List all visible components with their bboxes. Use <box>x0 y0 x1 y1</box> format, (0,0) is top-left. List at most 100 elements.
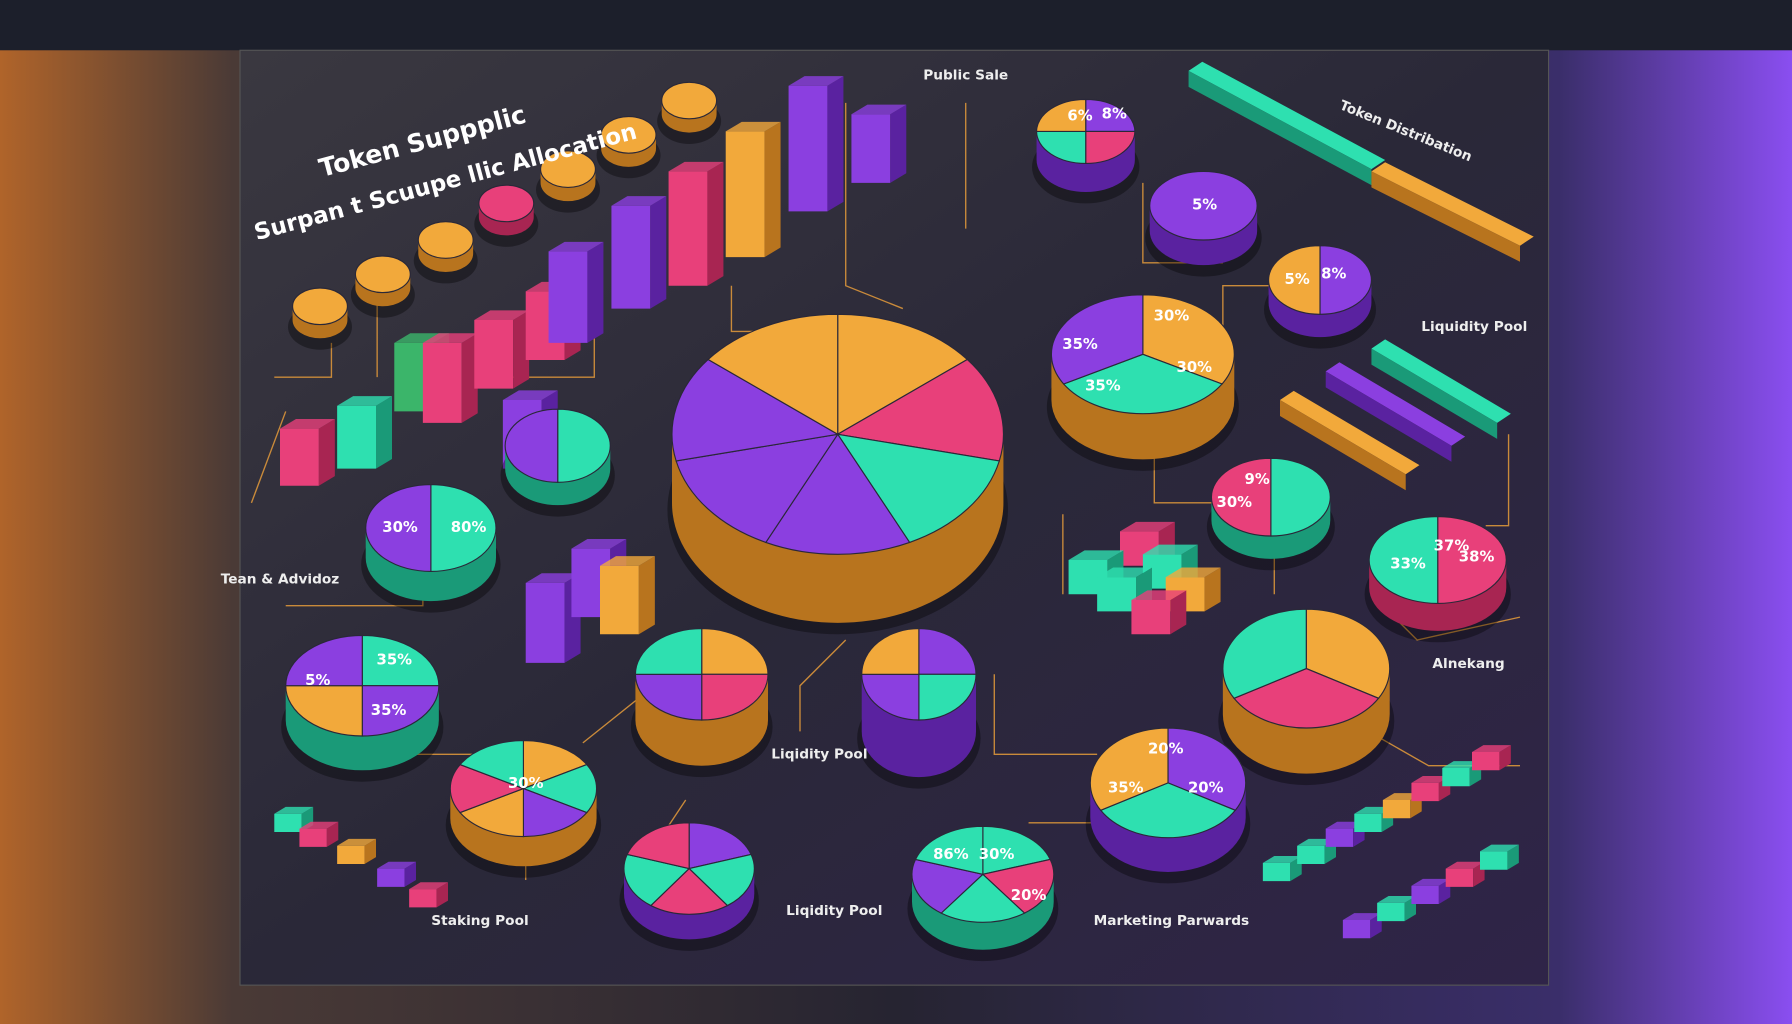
bar-front <box>422 342 462 423</box>
bar-top <box>1371 162 1534 246</box>
pie-slice <box>837 313 969 436</box>
bar-block <box>1472 745 1511 771</box>
bar-block <box>474 310 530 389</box>
bar-top <box>1120 521 1175 532</box>
horizontal-bar <box>1280 390 1420 491</box>
pie-chart <box>445 739 602 878</box>
pie-slice <box>861 627 920 675</box>
bar-top <box>1472 745 1511 752</box>
pie-slice <box>918 627 977 675</box>
bar-top <box>337 838 376 846</box>
pie-slice <box>1270 457 1331 537</box>
bar-block <box>409 882 448 908</box>
pie-slice <box>914 825 984 875</box>
horizontal-bar <box>1325 362 1466 462</box>
pie-slice <box>675 433 839 544</box>
percent-label: 30% <box>1217 493 1253 511</box>
percent-label: 35% <box>377 651 413 669</box>
pie-chart <box>907 825 1059 962</box>
pie-slice <box>522 787 588 838</box>
percent-label: 35% <box>1085 376 1121 394</box>
percent-label: 33% <box>1390 555 1426 573</box>
pie-chart <box>657 81 722 144</box>
bar-block <box>611 196 667 309</box>
bar-front <box>377 868 405 887</box>
bar-block <box>377 861 416 887</box>
bar-top <box>611 196 667 206</box>
bar-top <box>1377 896 1416 903</box>
bar-front <box>1342 920 1371 939</box>
bar-top <box>600 556 655 566</box>
bar-block <box>1342 913 1382 939</box>
bar-front <box>725 131 765 258</box>
bar-side <box>890 104 907 183</box>
bar-front <box>1262 862 1291 882</box>
bar-top <box>409 882 448 890</box>
pie-chart <box>630 627 773 778</box>
bar-side <box>376 396 392 469</box>
bar-front <box>851 114 891 183</box>
pie-chart <box>1206 457 1335 571</box>
bar-top <box>1280 390 1420 475</box>
bar-block <box>548 241 604 343</box>
percent-label: 30% <box>979 845 1015 863</box>
pie-slice <box>1233 667 1380 729</box>
bar-top <box>1480 844 1519 852</box>
pie-slice <box>292 287 349 326</box>
bar-block <box>788 76 844 212</box>
percent-label: 37% <box>1434 536 1470 554</box>
percent-label: 30% <box>1154 307 1190 325</box>
horizontal-bar <box>1371 339 1511 439</box>
pie-chart <box>281 634 444 782</box>
bar-side <box>638 556 655 635</box>
pie-slice <box>1050 294 1144 385</box>
bar-front <box>1442 768 1470 787</box>
bar-side <box>1507 844 1519 870</box>
pie-slice <box>671 358 840 462</box>
bar-side <box>436 882 448 908</box>
pie-slice <box>1099 782 1237 839</box>
bar-top <box>548 241 604 252</box>
pie-slice <box>1319 245 1372 315</box>
pie-chart <box>288 287 352 350</box>
bar-top <box>1131 590 1187 600</box>
bar-top <box>1442 761 1482 768</box>
percent-label: 8% <box>1102 104 1127 122</box>
bar-side <box>1499 745 1511 771</box>
bar-front <box>1297 845 1325 864</box>
pie-slice <box>521 763 598 814</box>
bar-block <box>1442 761 1482 787</box>
bar-front <box>274 813 302 832</box>
label: Liqidity Pool <box>771 746 867 762</box>
bar-top <box>299 821 339 829</box>
label: Liqidity Pool <box>786 903 882 919</box>
pie-slice <box>1210 457 1272 537</box>
label: Alnekang <box>1432 656 1504 672</box>
bar-top <box>1325 362 1466 446</box>
bar-side <box>650 196 667 309</box>
percent-label: 30% <box>1177 358 1213 376</box>
pie-slice <box>1142 294 1235 385</box>
label: Liquidity Pool <box>1421 319 1527 335</box>
pie-slice <box>1305 608 1391 699</box>
percent-label: 30% <box>508 774 544 792</box>
pie-slice <box>634 627 703 675</box>
bar-front <box>668 171 708 286</box>
bar-top <box>1262 856 1302 863</box>
bar-front <box>474 320 514 389</box>
bar-block <box>600 556 655 635</box>
pie-chart <box>1364 515 1511 643</box>
pie-slice <box>365 483 432 573</box>
bar-block <box>851 104 907 183</box>
bar-front <box>1472 752 1500 771</box>
bar-top <box>788 76 844 86</box>
pie-chart <box>413 221 478 284</box>
percent-label: 9% <box>1245 470 1270 488</box>
bar-side <box>764 121 781 258</box>
pie-slice <box>626 822 690 870</box>
pie-chart <box>1085 727 1251 884</box>
pie-slice <box>634 673 703 721</box>
pie-chart <box>1046 294 1239 471</box>
horizontal-bar <box>1188 61 1386 186</box>
